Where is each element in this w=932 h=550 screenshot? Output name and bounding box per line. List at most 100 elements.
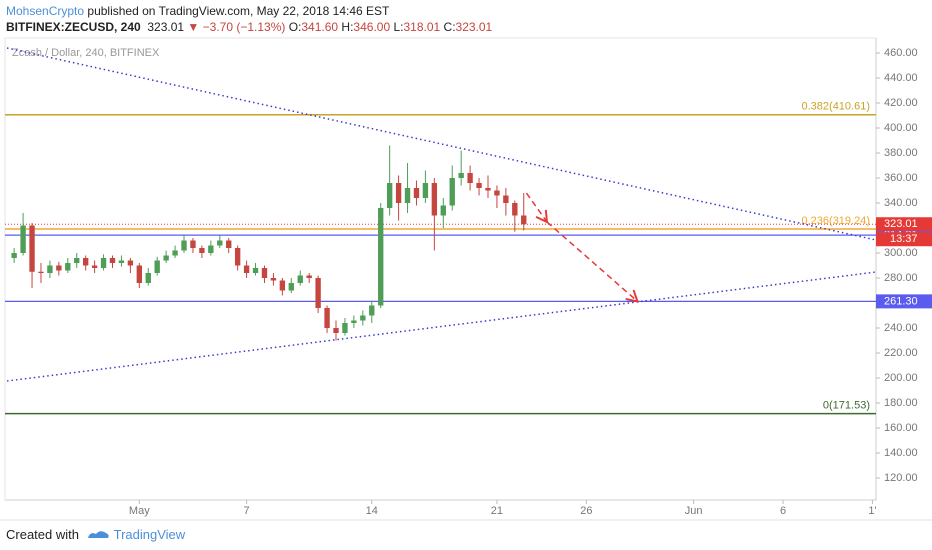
created-with: Created with [6, 527, 79, 542]
header-line-1: MohsenCrypto published on TradingView.co… [6, 3, 492, 19]
candle-body [395, 183, 402, 203]
ohlc-value: 318.01 [403, 20, 441, 34]
y-tick-label: 200.00 [884, 372, 918, 384]
candle-body [181, 240, 187, 251]
x-tick-label: 6 [780, 505, 786, 517]
x-tick-label: May [129, 505, 150, 517]
candle-body [11, 253, 17, 258]
y-tick-label: 340.00 [884, 197, 918, 209]
candle-body [226, 240, 232, 248]
candle-body [476, 183, 482, 188]
candle-body [458, 173, 464, 178]
candle-body [100, 258, 107, 268]
candle-body [172, 250, 178, 256]
candle-body [378, 208, 384, 306]
x-tick-label: 21 [491, 505, 503, 517]
candle-body [163, 255, 169, 261]
ohlc-label: O: [288, 20, 302, 34]
candle-body [29, 225, 35, 272]
y-tick-label: 400.00 [884, 122, 918, 134]
candle-body [136, 265, 142, 283]
candle-body [521, 215, 527, 225]
price-tag [876, 217, 932, 232]
candle-body [199, 248, 205, 253]
candle-body [333, 328, 339, 333]
fib-label: 0.382(410.61) [802, 101, 871, 113]
candle-body [74, 258, 80, 263]
x-tick-label: 14 [366, 505, 378, 517]
candle-body [494, 190, 500, 196]
candle-body [351, 320, 357, 323]
candle-body [342, 323, 348, 333]
y-tick-label: 380.00 [884, 147, 918, 159]
countdown: 13:37 [890, 233, 918, 245]
candle-body [127, 260, 134, 266]
candle-body [485, 188, 491, 191]
candle-body [261, 268, 268, 278]
x-tick-label: 1' [868, 505, 876, 517]
candle-body [467, 173, 473, 183]
arrow [525, 192, 549, 224]
candle-body [369, 305, 375, 316]
x-tick-label: 26 [580, 505, 592, 517]
ohlc-value: 341.60 [301, 20, 339, 34]
arrow [546, 221, 639, 303]
published: published on TradingView.com, May 22, 20… [87, 4, 390, 18]
price-tag-label: 261.30 [884, 295, 918, 307]
y-tick-label: 300.00 [884, 247, 918, 259]
candle-body [404, 188, 411, 203]
candle-body [512, 203, 518, 216]
countdown-box [876, 232, 932, 247]
price-tag [876, 294, 932, 309]
ohlc: O:341.60 H:346.00 L:318.01 C:323.01 [289, 20, 493, 34]
y-tick-label: 140.00 [884, 447, 918, 459]
y-tick-label: 120.00 [884, 472, 918, 484]
tv-logo [88, 531, 109, 538]
candle-body [324, 308, 330, 328]
candle-body [47, 265, 53, 273]
x-tick-label: Jun [685, 505, 703, 517]
candle-body [234, 248, 241, 266]
chart-title: Zcash / Dollar, 240, BITFINEX [12, 47, 160, 59]
candle-body [288, 283, 294, 291]
y-tick-label: 460.00 [884, 47, 918, 59]
candle-body [422, 183, 429, 198]
plot-area [4, 37, 877, 501]
candle-body [306, 275, 312, 278]
author[interactable]: MohsenCrypto [6, 4, 85, 18]
symbol: BITFINEX:ZECUSD, 240 [6, 20, 141, 34]
candle-body [145, 273, 151, 283]
ohlc-value: 346.00 [353, 20, 391, 34]
ohlc-value: 323.01 [455, 20, 493, 34]
ohlc-label: H: [341, 20, 354, 34]
candle-body [503, 195, 509, 203]
ohlc-label: L: [393, 20, 404, 34]
candle-body [154, 260, 160, 273]
header: MohsenCrypto published on TradingView.co… [6, 3, 492, 35]
candle-body [82, 258, 89, 266]
candle-body [109, 258, 116, 263]
candle-body [20, 225, 26, 253]
last: 323.01 [147, 20, 185, 34]
y-tick-label: 240.00 [884, 322, 918, 334]
candle-body [38, 271, 44, 273]
candle-body [243, 265, 250, 273]
candle-body [297, 275, 303, 283]
candle-body [270, 278, 277, 281]
candle-body [431, 183, 438, 216]
candle-body [360, 315, 366, 321]
candle-body [386, 183, 393, 208]
trend-line [6, 271, 877, 382]
fib-label: 0(171.53) [823, 399, 870, 411]
candle-body [91, 265, 98, 268]
candle-body [56, 265, 62, 271]
candle-body [217, 240, 223, 246]
y-tick-label: 360.00 [884, 172, 918, 184]
y-tick-label: 160.00 [884, 422, 918, 434]
candle-body [252, 268, 259, 273]
candle-body [315, 278, 321, 308]
brand[interactable]: TradingView [113, 527, 186, 542]
candle-body [449, 178, 455, 206]
